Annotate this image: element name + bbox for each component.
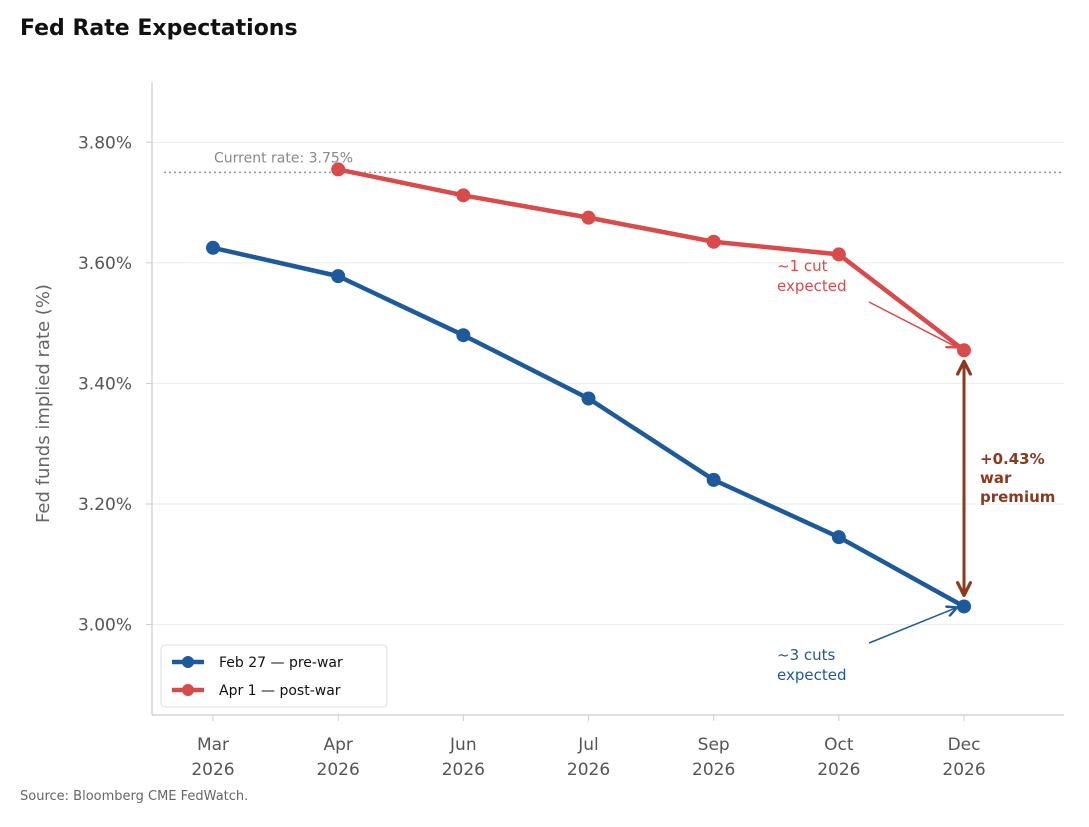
- three-cuts-label: expected: [777, 666, 846, 684]
- x-tick-label-month: Apr: [323, 735, 352, 755]
- series-line-1: [210, 245, 967, 609]
- x-tick-label-year: 2026: [692, 760, 735, 780]
- war-premium-label: +0.43%: [980, 450, 1045, 468]
- reference-line-label: Current rate: 3.75%: [214, 150, 353, 166]
- data-point: [581, 210, 596, 225]
- y-tick-label: 3.20%: [78, 495, 132, 515]
- data-point: [706, 234, 721, 249]
- data-point: [831, 530, 846, 545]
- x-tick-label-month: Jun: [449, 735, 477, 755]
- series-line-2: [335, 167, 967, 353]
- legend: Feb 27 — pre-war Apr 1 — post-war: [160, 644, 388, 708]
- legend-swatch-marker: [182, 684, 194, 696]
- source-note: Source: Bloomberg CME FedWatch.: [20, 789, 249, 804]
- y-tick-label: 3.40%: [78, 374, 132, 394]
- x-tick-label-month: Jul: [577, 735, 599, 755]
- legend-entry: Apr 1 — post-war: [219, 683, 341, 699]
- x-tick-label-year: 2026: [191, 760, 234, 780]
- x-tick-label-year: 2026: [317, 760, 360, 780]
- three-cuts-label: ~3 cuts: [777, 646, 836, 664]
- data-point: [957, 343, 972, 358]
- data-point: [331, 162, 346, 177]
- war-premium-label: premium: [980, 488, 1055, 506]
- data-point: [456, 328, 471, 343]
- data-point: [581, 391, 596, 406]
- one-cut-label: expected: [777, 277, 846, 295]
- x-tick-label-month: Oct: [824, 735, 854, 755]
- legend-box: [160, 644, 388, 708]
- war-premium-label: war: [980, 469, 1012, 487]
- one-cut-label: ~1 cut: [777, 257, 828, 275]
- chart-title: Fed Rate Expectations: [20, 16, 298, 41]
- legend-swatch-marker: [182, 656, 194, 668]
- reference-line-group: Current rate: 3.75%: [164, 150, 1064, 174]
- axes: 3.00% 3.20% 3.40% 3.60% 3.80% Mar 2026 Apr 2026 J…: [33, 82, 1064, 780]
- data-point: [456, 188, 471, 203]
- one-cut-arrow: [868, 301, 959, 349]
- legend-entry: Feb 27 — pre-war: [219, 655, 343, 671]
- x-tick-label-year: 2026: [942, 760, 985, 780]
- y-tick-label: 3.80%: [78, 133, 132, 153]
- x-tick-label-year: 2026: [567, 760, 610, 780]
- x-tick-label-month: Sep: [698, 735, 730, 755]
- line-chart: 3.00% 3.20% 3.40% 3.60% 3.80% Mar 2026 Apr 2026 J…: [33, 82, 1064, 780]
- y-tick-label: 3.60%: [78, 254, 132, 274]
- y-axis-label: Fed funds implied rate (%): [33, 284, 54, 523]
- data-point: [957, 599, 972, 614]
- data-point: [206, 240, 220, 255]
- series-group: [206, 162, 972, 614]
- x-tick-label-year: 2026: [442, 760, 485, 780]
- data-point: [831, 247, 846, 262]
- x-tick-label-year: 2026: [817, 760, 860, 780]
- data-point: [331, 269, 346, 284]
- y-tick-label: 3.00%: [78, 616, 132, 636]
- gridlines: [152, 141, 1064, 626]
- x-tick-label-month: Mar: [197, 735, 229, 755]
- data-point: [706, 472, 721, 487]
- three-cuts-arrow: [868, 605, 959, 644]
- x-tick-label-month: Dec: [948, 735, 981, 755]
